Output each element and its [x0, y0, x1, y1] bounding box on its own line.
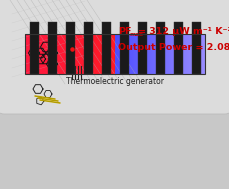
- Bar: [120, 22, 128, 74]
- Point: [70, 47, 74, 50]
- FancyBboxPatch shape: [0, 0, 229, 114]
- Text: = 312 μW m⁻¹ K⁻²: = 312 μW m⁻¹ K⁻²: [138, 28, 229, 36]
- Bar: [174, 22, 183, 74]
- Text: Thermoelectric generator: Thermoelectric generator: [66, 77, 164, 87]
- Bar: [101, 22, 111, 74]
- Bar: [155, 22, 164, 74]
- Bar: [30, 22, 38, 74]
- Bar: [47, 22, 57, 74]
- Text: PF: PF: [118, 28, 131, 36]
- Bar: [137, 22, 147, 74]
- Bar: [65, 22, 74, 74]
- Bar: [191, 22, 201, 74]
- Bar: [84, 22, 93, 74]
- Text: max: max: [129, 32, 143, 37]
- Bar: [25, 34, 205, 74]
- Text: Output Power = 2.08 μW: Output Power = 2.08 μW: [118, 43, 229, 51]
